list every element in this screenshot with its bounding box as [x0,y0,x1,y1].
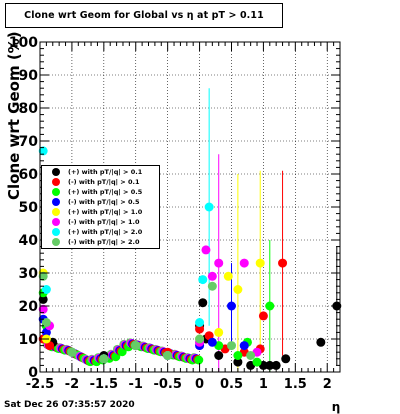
y-tick-label: 100 [9,35,38,51]
data-point [281,354,291,364]
data-point [214,351,224,360]
data-point [207,337,217,347]
y-tick-label: 0 [28,365,38,381]
data-point [252,357,262,367]
tick-labels: -2.5 -2 -1.5 -1 -0.5 0 0.5 1 1.5 2010203040506070… [9,35,332,392]
x-tick-label: -1 [129,377,143,392]
x-tick-label: -2 [65,377,79,392]
legend: (+) with pT/|q| > 0.1 (-) with pT/|q| > … [41,165,160,249]
data-point [226,301,236,311]
chart-title: Clone wrt Geom for Global vs η at pT > 0… [24,10,264,21]
y-tick-label: 90 [19,68,39,84]
y-tick-label: 30 [19,266,39,282]
axis-ticks [39,41,341,373]
legend-marker [52,198,60,206]
data-point [207,271,217,281]
data-point [258,311,268,321]
y-tick-label: 50 [19,200,39,216]
data-point [99,354,109,364]
legend-label: (+) with pT/|q| > 2.0 [68,228,143,236]
legend-item: (+) with pT/|q| > 0.1 [42,167,161,177]
data-point [278,258,288,268]
data-point [41,285,51,294]
x-tick-label: 2 [323,377,332,392]
legend-item: (-) with pT/|q| > 1.0 [42,217,161,227]
legend-item: (+) with pT/|q| > 2.0 [42,227,161,237]
y-tick-label: 60 [19,167,39,183]
x-axis-label: η [332,400,341,414]
data-point [214,327,224,337]
band-point [194,355,204,365]
legend-marker [52,168,60,176]
x-tick-label: 1 [259,377,268,392]
data-point [207,281,217,291]
x-tick-label: -2.5 [26,377,54,392]
y-tick-label: 40 [19,233,39,249]
legend-label: (+) with pT/|q| > 0.5 [68,188,143,196]
legend-label: (+) with pT/|q| > 1.0 [68,208,143,216]
data-point [214,258,224,268]
data-point [239,258,249,268]
x-tick-label: 1.5 [284,377,307,392]
data-point [38,271,48,281]
data-point [198,275,208,285]
data-point [195,334,205,344]
legend-item: (+) with pT/|q| > 1.0 [42,207,161,217]
data-point [265,301,275,311]
legend-item: (+) with pT/|q| > 0.5 [42,187,161,197]
data-point [195,318,205,327]
x-tick-label: 0 [195,377,204,392]
data-point [195,324,205,334]
data-point [226,341,236,351]
data-point [131,341,141,351]
grid [40,42,340,372]
data-point [223,271,233,281]
legend-label: (-) with pT/|q| > 1.0 [68,218,140,226]
data-point [239,341,249,351]
legend-marker [52,188,60,196]
data-point [265,360,275,370]
data-point [204,202,214,212]
y-axis-label: Clone wrt Geom (%) [5,31,23,200]
data-point [201,245,211,255]
data-point [246,351,256,360]
legend-marker [52,178,60,186]
x-tick-label: 0.5 [220,377,243,392]
x-tick-label: -0.5 [153,377,181,392]
data-point [163,351,173,360]
legend-item: (-) with pT/|q| > 2.0 [42,237,161,247]
timestamp-footer: Sat Dec 26 07:35:57 2020 [4,400,135,410]
legend-item: (-) with pT/|q| > 0.1 [42,177,161,187]
data-point [198,298,208,308]
chart-title-box: Clone wrt Geom for Global vs η at pT > 0… [5,3,283,28]
data-point [233,351,243,360]
legend-marker [52,238,60,246]
legend-marker [52,228,60,236]
legend-label: (-) with pT/|q| > 2.0 [68,238,140,246]
data-point [316,337,326,347]
y-tick-label: 20 [19,299,39,315]
y-tick-label: 10 [19,332,39,348]
y-tick-label: 80 [19,101,39,117]
data-point [255,258,265,268]
data-point [41,318,51,327]
x-tick-label: -1.5 [90,377,118,392]
legend-marker [52,218,60,226]
legend-item: (-) with pT/|q| > 0.5 [42,197,161,207]
data-point [271,360,281,370]
data-point [233,285,243,294]
data-point [38,146,48,156]
legend-label: (-) with pT/|q| > 0.1 [68,178,140,186]
data-point [38,304,48,314]
legend-marker [52,208,60,216]
legend-label: (-) with pT/|q| > 0.5 [68,198,140,206]
legend-label: (+) with pT/|q| > 0.1 [68,168,143,176]
data-point [233,357,243,367]
y-tick-label: 70 [19,134,39,150]
data-point [67,347,77,357]
